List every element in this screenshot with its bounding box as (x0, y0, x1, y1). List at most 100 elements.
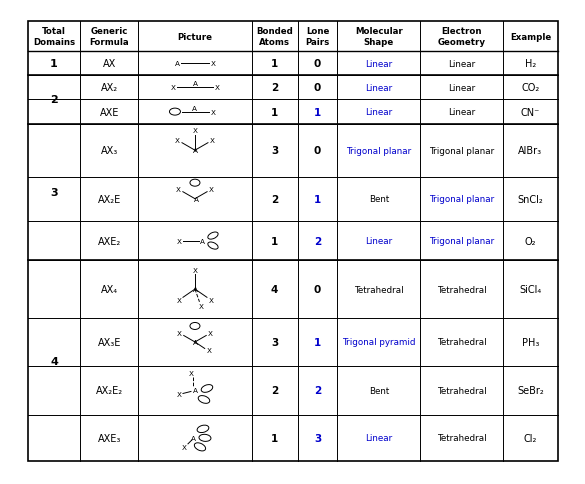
Text: Linear: Linear (448, 108, 475, 117)
Text: Bent: Bent (369, 195, 389, 204)
Text: Trigonal planar: Trigonal planar (429, 146, 494, 155)
Text: AX₂E₂: AX₂E₂ (95, 386, 123, 395)
Text: Cl₂: Cl₂ (524, 433, 537, 443)
Text: 1: 1 (314, 194, 321, 204)
Text: AXE: AXE (99, 107, 119, 118)
Text: Trigonal pyramid: Trigonal pyramid (342, 338, 415, 347)
Text: A: A (194, 197, 198, 202)
Text: Example: Example (510, 32, 551, 42)
Text: A: A (192, 81, 198, 87)
Text: AX₂: AX₂ (101, 83, 118, 93)
Text: AXE₃: AXE₃ (98, 433, 121, 443)
Text: 2: 2 (271, 194, 278, 204)
Text: 1: 1 (314, 107, 321, 118)
Text: Linear: Linear (365, 434, 393, 442)
Text: Linear: Linear (448, 84, 475, 92)
Text: SiCl₄: SiCl₄ (519, 285, 542, 294)
Text: CN⁻: CN⁻ (521, 107, 540, 118)
Text: Linear: Linear (365, 237, 393, 245)
Text: Bent: Bent (369, 386, 389, 395)
Text: Tetrahedral: Tetrahedral (436, 285, 486, 294)
Text: Tetrahedral: Tetrahedral (436, 386, 486, 395)
Text: 1: 1 (314, 337, 321, 347)
Text: 2: 2 (271, 386, 278, 395)
Text: X: X (170, 85, 176, 91)
Text: X: X (208, 330, 213, 336)
Text: 0: 0 (314, 285, 321, 294)
Text: Tetrahedral: Tetrahedral (354, 285, 404, 294)
Text: A: A (199, 238, 205, 244)
Text: 2: 2 (271, 83, 278, 93)
Text: Trigonal planar: Trigonal planar (429, 195, 494, 204)
Text: X: X (177, 392, 181, 398)
Text: 1: 1 (271, 236, 278, 246)
Text: AX₂E: AX₂E (98, 194, 121, 204)
Text: Bonded
Atoms: Bonded Atoms (256, 27, 293, 46)
Text: PH₃: PH₃ (522, 337, 539, 347)
Text: Tetrahedral: Tetrahedral (436, 338, 486, 347)
Text: A: A (192, 339, 198, 345)
Text: AXE₂: AXE₂ (98, 236, 121, 246)
Text: O₂: O₂ (525, 236, 536, 246)
Text: SnCl₂: SnCl₂ (518, 194, 543, 204)
Text: X: X (192, 128, 198, 134)
Text: A: A (192, 287, 198, 292)
Text: X: X (181, 444, 187, 450)
Text: X: X (177, 330, 182, 336)
Text: Trigonal planar: Trigonal planar (429, 237, 494, 245)
Text: AlBr₃: AlBr₃ (518, 146, 542, 156)
Text: 0: 0 (314, 83, 321, 93)
Text: 2: 2 (314, 386, 321, 395)
Text: 3: 3 (314, 433, 321, 443)
Text: 0: 0 (314, 146, 321, 156)
Text: A: A (192, 388, 198, 393)
Text: 2: 2 (314, 236, 321, 246)
Text: A: A (191, 106, 197, 111)
Text: X: X (188, 371, 194, 377)
Text: X: X (211, 109, 215, 115)
Text: Lone
Pairs: Lone Pairs (305, 27, 329, 46)
Text: X: X (208, 298, 214, 303)
Text: 0: 0 (314, 59, 321, 69)
Text: Linear: Linear (365, 60, 393, 68)
Text: AX₄: AX₄ (101, 285, 118, 294)
Text: H₂: H₂ (525, 59, 536, 69)
Text: Linear: Linear (365, 108, 393, 117)
Text: 3: 3 (271, 337, 278, 347)
Text: Picture: Picture (177, 32, 212, 42)
Text: Tetrahedral: Tetrahedral (436, 434, 486, 442)
Text: 3: 3 (50, 188, 58, 197)
Text: AX₃: AX₃ (101, 146, 118, 156)
Text: Linear: Linear (448, 60, 475, 68)
Text: X: X (175, 138, 180, 144)
Text: 4: 4 (271, 285, 278, 294)
Text: 2: 2 (50, 95, 58, 106)
Text: CO₂: CO₂ (521, 83, 539, 93)
Text: Electron
Geometry: Electron Geometry (438, 27, 486, 46)
Text: 3: 3 (271, 146, 278, 156)
Text: SeBr₂: SeBr₂ (517, 386, 544, 395)
Text: 1: 1 (271, 107, 278, 118)
Text: X: X (207, 348, 212, 354)
Text: A: A (174, 61, 180, 67)
Text: Total
Domains: Total Domains (33, 27, 75, 46)
Text: AX: AX (102, 59, 116, 69)
Text: X: X (215, 85, 219, 91)
Text: Molecular
Shape: Molecular Shape (355, 27, 402, 46)
Text: A: A (192, 148, 198, 154)
Text: Trigonal planar: Trigonal planar (346, 146, 411, 155)
Text: 4: 4 (50, 356, 58, 366)
Text: 1: 1 (271, 59, 278, 69)
Text: Generic
Formula: Generic Formula (90, 27, 129, 46)
Text: 1: 1 (50, 59, 58, 69)
Text: 1: 1 (271, 433, 278, 443)
Text: X: X (192, 268, 198, 273)
Text: X: X (210, 138, 215, 144)
Text: X: X (177, 238, 181, 244)
Text: AX₃E: AX₃E (98, 337, 121, 347)
Text: Linear: Linear (365, 84, 393, 92)
Text: A: A (191, 435, 195, 441)
Text: X: X (211, 61, 215, 67)
Text: X: X (209, 187, 214, 193)
Text: X: X (199, 303, 204, 309)
